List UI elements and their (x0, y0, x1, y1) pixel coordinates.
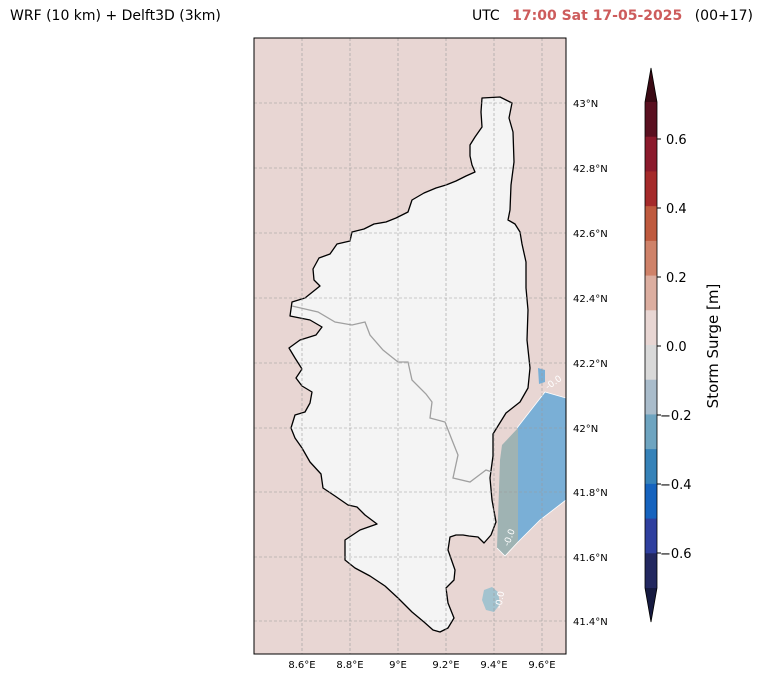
colorbar-segment (645, 102, 657, 138)
gridlines (254, 38, 566, 654)
colorbar-segment (645, 553, 657, 589)
lon-tick-label: 9.6°E (528, 660, 555, 671)
valid-time-header: UTC 17:00 Sat 17-05-2025 (00+17) (472, 8, 753, 24)
lon-tick-labels: 8.6°E 8.8°E 9°E 9.2°E 9.4°E 9.6°E (288, 660, 555, 671)
lon-tick-label: 9.2°E (432, 660, 459, 671)
colorbar-label: Storm Surge [m] (704, 284, 722, 409)
colorbar (644, 67, 658, 623)
surge-area-teal (497, 428, 518, 556)
surge-area-blue (517, 392, 566, 542)
department-boundary (291, 305, 493, 483)
lat-tick-label: 41.6°N (573, 553, 608, 564)
colorbar-ticks: 0.6 0.4 0.2 0.0 −0.2 −0.4 −0.6 (657, 133, 692, 562)
lat-tick-label: 42.4°N (573, 294, 608, 305)
colorbar-extend-max (645, 68, 657, 102)
colorbar-segment (645, 414, 657, 450)
colorbar-tick-label: 0.2 (666, 271, 687, 286)
colorbar-segment (645, 171, 657, 207)
colorbar-segment (645, 345, 657, 381)
colorbar-tick-label: 0.0 (666, 340, 687, 355)
colorbar-segment (645, 240, 657, 277)
colorbar-segment (645, 206, 657, 242)
surge-area-south (482, 587, 500, 612)
lat-tick-label: 42.8°N (573, 164, 608, 175)
surge-contour-line (516, 391, 566, 429)
valid-time: 17:00 Sat 17-05-2025 (512, 8, 683, 24)
colorbar-segment (645, 136, 657, 172)
lon-tick-label: 9.4°E (480, 660, 507, 671)
colorbar-tick-label: 0.4 (666, 202, 687, 217)
colorbar-segment (645, 449, 657, 485)
lat-tick-label: 43°N (573, 99, 598, 110)
colorbar-extend-min (645, 588, 657, 622)
map-frame (253, 37, 567, 655)
lon-tick-label: 8.6°E (288, 660, 315, 671)
contour-label-3: -0.0 (494, 590, 507, 609)
lead-time: (00+17) (694, 8, 753, 24)
colorbar-outline (644, 67, 658, 623)
utc-label: UTC (471, 8, 500, 24)
colorbar-tick-label: −0.6 (660, 547, 692, 562)
map-title: WRF (10 km) + Delft3D (3km) (10, 8, 221, 24)
colorbar-segment (645, 518, 657, 554)
lat-tick-label: 41.4°N (573, 617, 608, 628)
lat-tick-label: 42°N (573, 424, 598, 435)
colorbar-tick-label: −0.4 (660, 478, 692, 493)
colorbar-tick-label: 0.6 (666, 133, 687, 148)
lat-tick-label: 42.6°N (573, 229, 608, 240)
colorbar-tick-label: −0.2 (660, 409, 692, 424)
lon-tick-label: 8.8°E (336, 660, 363, 671)
lat-tick-labels: 43°N 42.8°N 42.6°N 42.4°N 42.2°N 42°N 41… (573, 99, 608, 628)
lat-tick-label: 42.2°N (573, 359, 608, 370)
colorbar-segment (645, 379, 657, 415)
surge-contour-line-2 (496, 499, 566, 557)
colorbar-segment (645, 310, 657, 346)
surge-area-small (538, 368, 545, 384)
colorbar-segment (645, 483, 657, 520)
lat-tick-label: 41.8°N (573, 488, 608, 499)
colorbar-segment (645, 275, 657, 311)
corsica-land (288, 96, 531, 633)
lon-tick-label: 9°E (389, 660, 407, 671)
